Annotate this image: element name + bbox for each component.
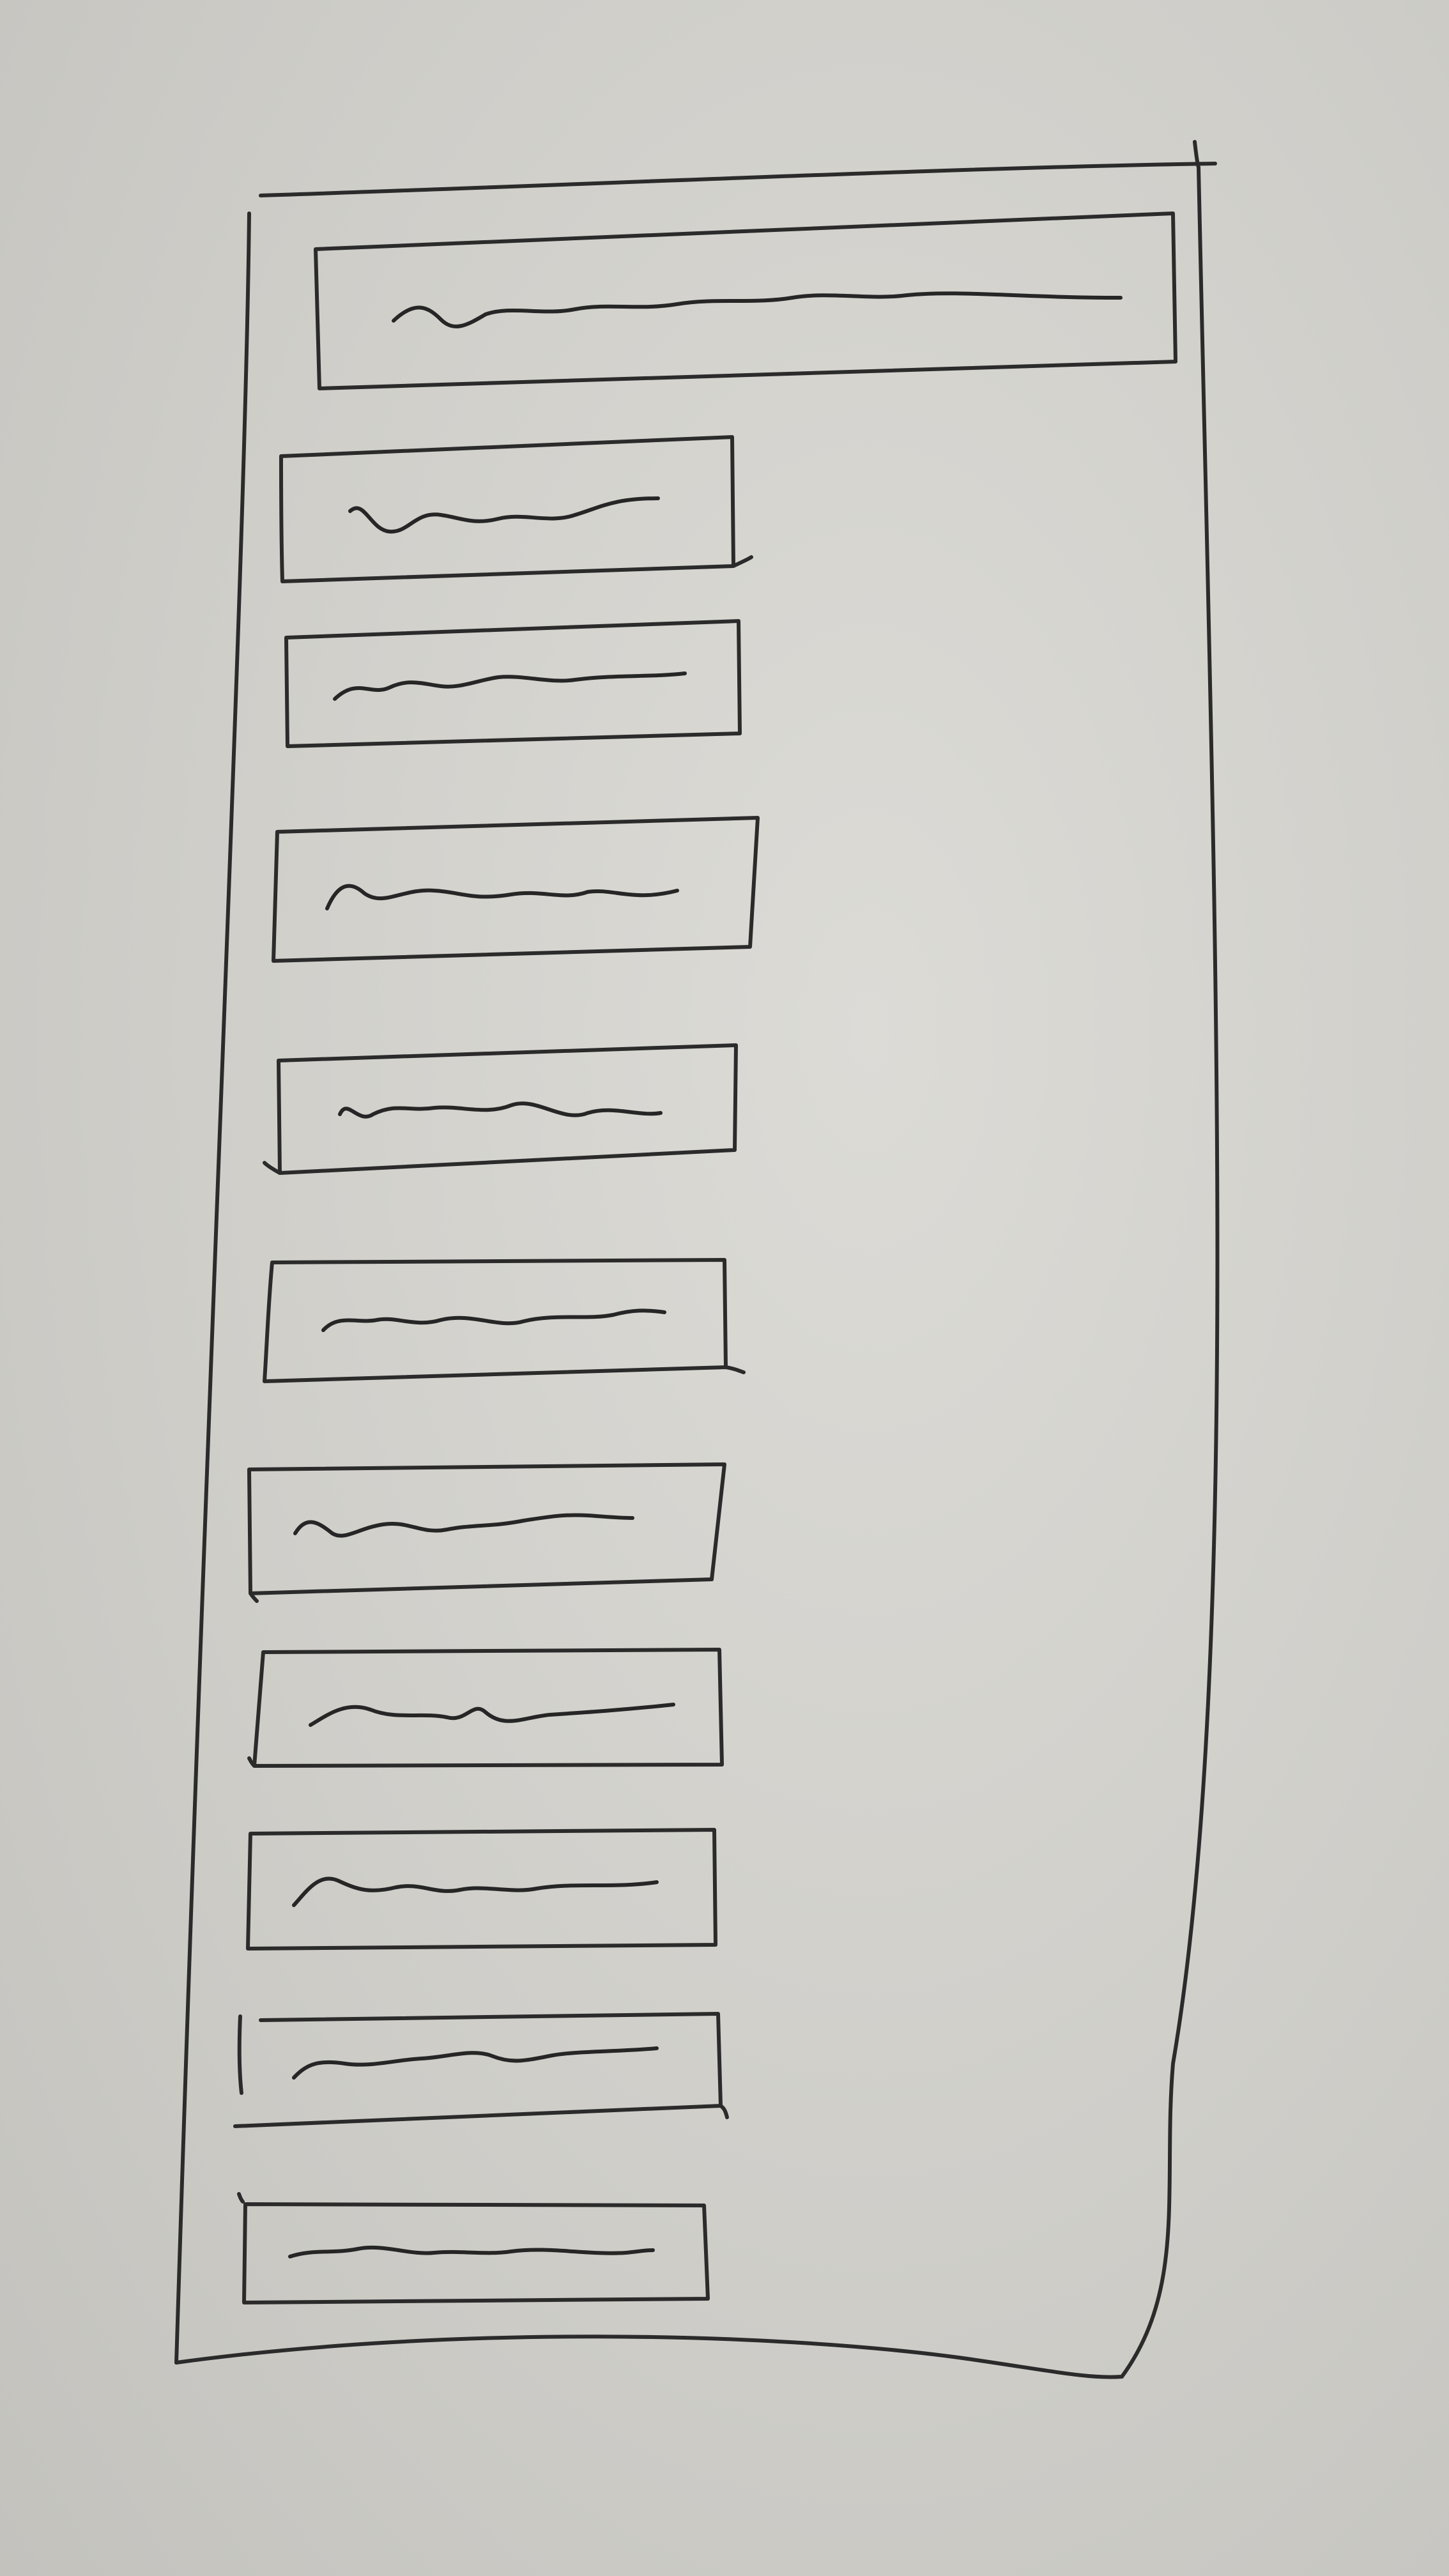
list-item[interactable] bbox=[279, 617, 751, 754]
list-item-text-placeholder bbox=[293, 1513, 634, 1538]
list-item-text-placeholder bbox=[309, 1703, 675, 1727]
list-item-text-placeholder bbox=[288, 2245, 655, 2258]
list-item[interactable] bbox=[237, 2191, 713, 2310]
app-frame bbox=[174, 140, 1220, 2379]
list bbox=[230, 434, 764, 2310]
list-item[interactable] bbox=[244, 1826, 728, 1961]
list-item[interactable] bbox=[263, 1039, 749, 1181]
list-item[interactable] bbox=[247, 1644, 736, 1781]
list-item[interactable] bbox=[268, 816, 764, 969]
list-item-text-placeholder bbox=[325, 884, 679, 910]
list-item[interactable] bbox=[262, 1252, 746, 1390]
list-item-text-placeholder bbox=[292, 2046, 659, 2080]
list-item-text-placeholder bbox=[348, 496, 660, 534]
header-text-placeholder bbox=[392, 291, 1123, 328]
list-item[interactable] bbox=[230, 2006, 731, 2136]
header-bar[interactable] bbox=[313, 211, 1177, 391]
list-item-text-placeholder bbox=[292, 1876, 659, 1907]
list-item[interactable] bbox=[279, 434, 753, 585]
list-item[interactable] bbox=[247, 1458, 730, 1610]
list-item-text-placeholder bbox=[321, 1308, 666, 1332]
list-item-text-placeholder bbox=[333, 671, 687, 701]
list-item-text-placeholder bbox=[338, 1101, 663, 1119]
